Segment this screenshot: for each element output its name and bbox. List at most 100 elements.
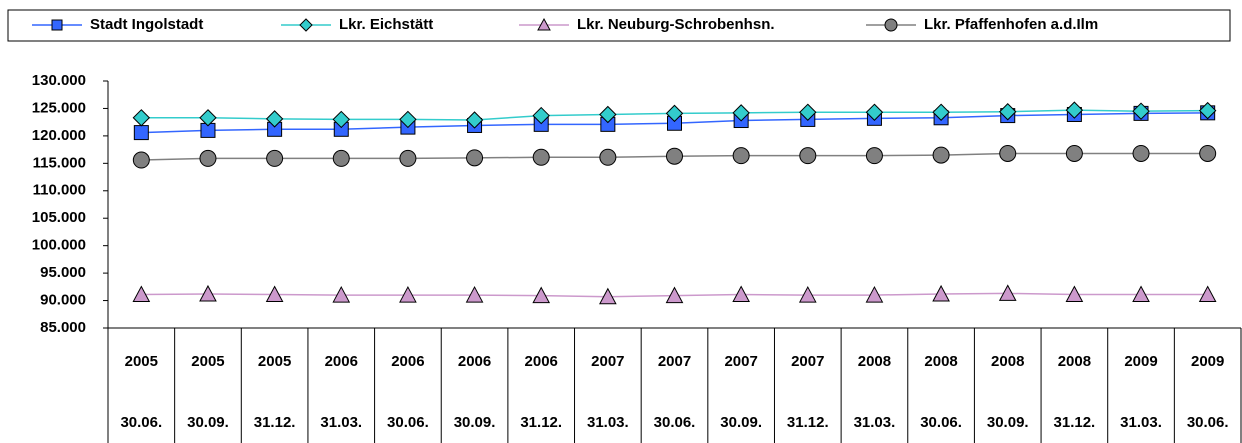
data-point <box>932 284 950 302</box>
data-point <box>265 285 284 303</box>
y-tick-label: 125.000 <box>32 99 86 116</box>
x-tick-label-year: 2005 <box>125 353 158 370</box>
x-tick-label: 31.12. <box>520 414 562 431</box>
data-point <box>399 286 417 303</box>
x-tick-label: 31.03. <box>1120 414 1162 431</box>
data-point <box>799 147 817 165</box>
data-point <box>665 104 684 123</box>
data-point <box>332 286 351 303</box>
x-tick-label: 30.06. <box>654 414 696 431</box>
x-tick-label: 31.03. <box>320 414 362 431</box>
data-point <box>799 103 817 121</box>
data-point <box>732 285 750 303</box>
data-point <box>865 147 883 165</box>
legend-marker <box>537 17 551 31</box>
y-tick-label: 95.000 <box>40 264 86 281</box>
x-tick-label-year: 2008 <box>1058 353 1091 370</box>
data-point <box>599 105 617 124</box>
data-point <box>1065 285 1084 303</box>
x-tick-label: 30.09. <box>187 414 229 431</box>
data-point <box>732 104 750 122</box>
legend-label: Stadt Ingolstadt <box>90 16 203 33</box>
data-point <box>132 285 151 303</box>
x-tick-label-year: 2006 <box>525 353 558 370</box>
x-tick-label: 31.12. <box>254 414 296 431</box>
data-point <box>265 110 284 128</box>
y-tick-label: 130.000 <box>32 72 86 89</box>
y-tick-label: 110.000 <box>33 182 86 199</box>
x-tick-label: 30.09. <box>987 414 1029 431</box>
x-tick-label-year: 2005 <box>258 353 291 370</box>
data-point <box>532 106 550 125</box>
data-point <box>932 103 950 121</box>
data-point <box>999 144 1017 162</box>
legend-marker <box>884 18 898 32</box>
data-point <box>1132 102 1150 120</box>
data-point <box>666 147 683 165</box>
x-tick-label: 30.06. <box>387 414 429 431</box>
x-tick-label: 30.06. <box>120 414 162 431</box>
data-point <box>1198 101 1217 120</box>
data-point <box>466 149 484 167</box>
legend-label: Lkr. Neuburg-Schrobenhsn. <box>577 16 775 33</box>
data-point <box>399 110 417 129</box>
data-point <box>132 151 150 169</box>
data-point <box>1198 285 1217 303</box>
data-point <box>599 287 617 305</box>
y-tick-label: 100.000 <box>32 237 86 254</box>
data-point <box>1132 285 1150 303</box>
x-tick-label-year: 2005 <box>191 353 224 370</box>
data-point <box>932 146 950 164</box>
data-point <box>199 109 217 127</box>
data-point <box>465 111 484 129</box>
data-point <box>399 149 417 167</box>
x-tick-label: 30.06. <box>1187 414 1229 431</box>
data-point <box>1065 101 1084 119</box>
x-tick-label-year: 2007 <box>791 353 824 370</box>
x-tick-label-year: 2006 <box>325 353 358 370</box>
legend-label: Lkr. Eichstätt <box>339 16 433 33</box>
y-tick-label: 105.000 <box>32 209 86 226</box>
x-tick-label-year: 2007 <box>658 353 691 370</box>
data-point <box>998 284 1017 301</box>
x-tick-label: 31.12. <box>1054 414 1096 431</box>
data-point <box>1065 144 1083 162</box>
data-point <box>798 286 817 303</box>
y-tick-label: 120.000 <box>32 127 86 144</box>
legend-box <box>7 9 1231 42</box>
data-point <box>599 148 617 166</box>
legend-label: Lkr. Pfaffenhofen a.d.Ilm <box>924 16 1098 33</box>
y-tick-label: 85.000 <box>40 319 86 336</box>
x-tick-label-year: 2008 <box>858 353 891 370</box>
data-point <box>266 149 284 167</box>
x-tick-label-year: 2009 <box>1124 353 1157 370</box>
x-tick-label-year: 2007 <box>724 353 757 370</box>
x-tick-label: 30.06. <box>920 414 962 431</box>
data-point <box>132 109 151 127</box>
data-point <box>133 125 149 141</box>
x-tick-label-year: 2008 <box>991 353 1024 370</box>
x-tick-label: 30.09. <box>454 414 496 431</box>
data-point <box>999 103 1017 121</box>
x-tick-label: 31.03. <box>587 414 629 431</box>
data-point <box>199 149 217 167</box>
x-tick-label: 30.09. <box>720 414 762 431</box>
data-point <box>332 110 350 129</box>
data-point <box>532 286 551 304</box>
x-tick-label: 31.03. <box>854 414 896 431</box>
data-point <box>665 286 684 304</box>
x-tick-label: 31.12. <box>787 414 829 431</box>
x-tick-label-year: 2007 <box>591 353 624 370</box>
data-point <box>465 286 484 303</box>
data-point <box>1132 144 1150 162</box>
legend-marker <box>299 18 313 32</box>
legend-marker <box>51 19 63 31</box>
y-tick-label: 115.000 <box>33 154 86 171</box>
data-point <box>732 147 750 165</box>
data-point <box>332 149 350 167</box>
data-point <box>865 103 884 121</box>
x-tick-label-year: 2008 <box>924 353 957 370</box>
x-tick-label-year: 2006 <box>458 353 491 370</box>
y-tick-label: 90.000 <box>40 292 86 309</box>
